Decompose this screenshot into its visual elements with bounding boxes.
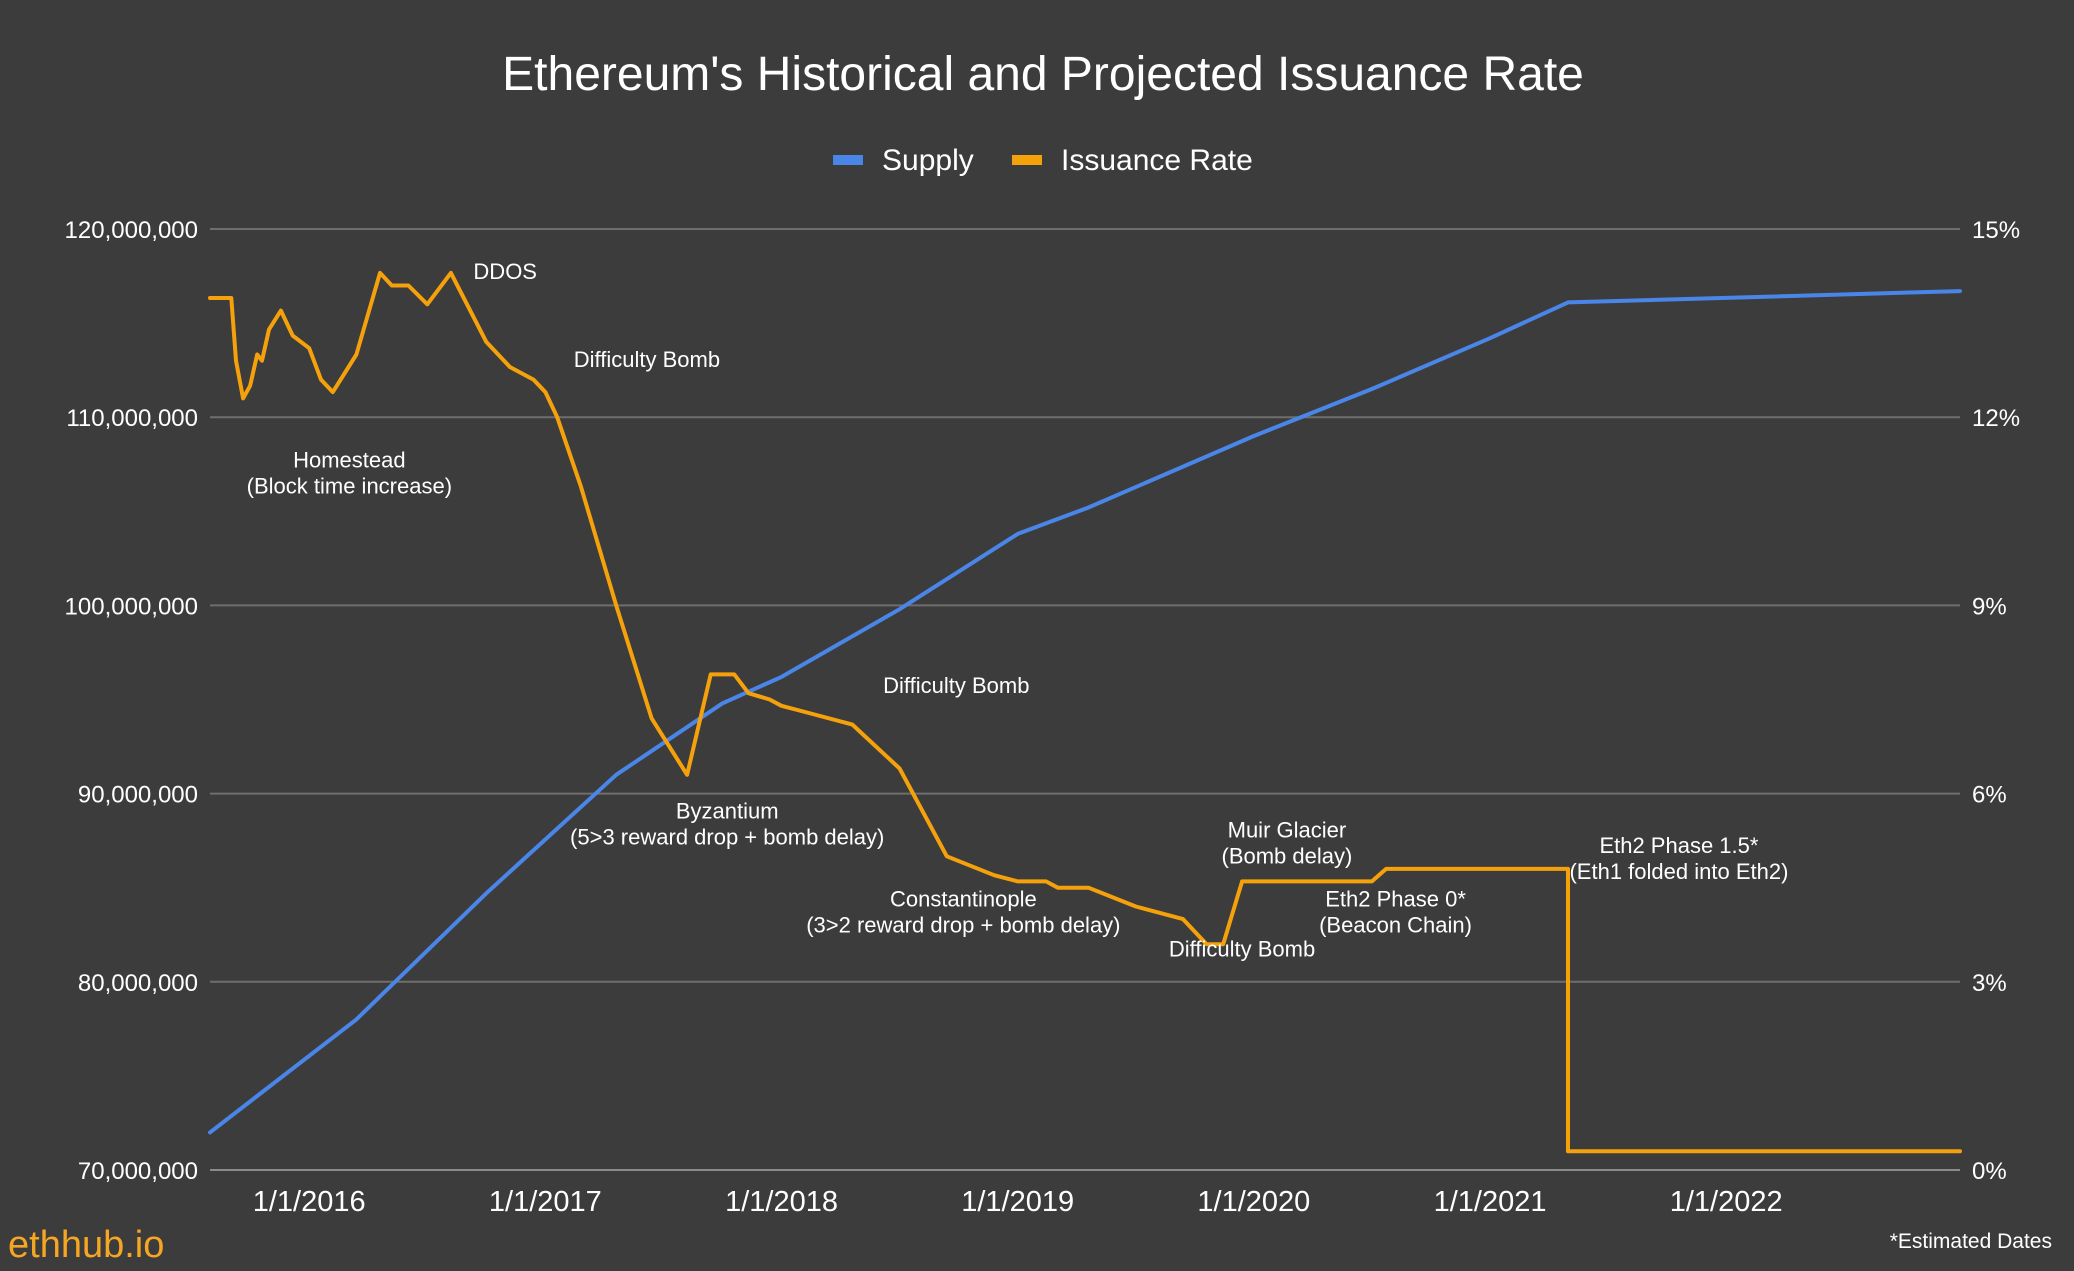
annotation-label: Difficulty Bomb	[574, 347, 720, 372]
y-right-tick-label: 3%	[1972, 970, 2007, 997]
annotation-line: Difficulty Bomb	[883, 673, 1029, 698]
series-line-issuance-rate	[208, 270, 1962, 1154]
y-right-tick-label: 6%	[1972, 782, 2007, 809]
annotation-label: Eth2 Phase 1.5* (Eth1 folded into Eth2)	[1569, 833, 1788, 884]
y-left-tick-label: 100,000,000	[65, 593, 198, 620]
annotation-line: (5>3 reward drop + bomb delay)	[570, 825, 884, 850]
annotation-label: Eth2 Phase 0* (Beacon Chain)	[1319, 887, 1472, 938]
annotation-line: Eth2 Phase 0*	[1325, 887, 1466, 912]
x-axis-ticks: 1/1/2016 1/1/2017 1/1/2018 1/1/2019 1/1/2020…	[210, 1169, 1960, 1218]
x-tick-label: 1/1/2016	[253, 1186, 366, 1218]
brand-watermark: ethhub.io	[8, 1224, 164, 1266]
y-right-tick-label: 0%	[1972, 1158, 2007, 1185]
y-left-tick-label: 70,000,000	[78, 1158, 198, 1185]
legend-swatch-issuance-rate	[1012, 155, 1042, 165]
legend: Supply Issuance Rate	[833, 144, 1253, 177]
x-tick-label: 1/1/2017	[489, 1186, 602, 1218]
annotation-line: Difficulty Bomb	[1169, 937, 1315, 962]
x-tick-label: 1/1/2021	[1434, 1186, 1547, 1218]
annotation-line: (Beacon Chain)	[1319, 913, 1472, 938]
y-right-tick-label: 15%	[1972, 217, 2020, 244]
annotation-line: Byzantium	[676, 799, 779, 824]
annotation-label: DDOS	[473, 259, 537, 284]
y-left-tick-label: 90,000,000	[78, 782, 198, 809]
annotation-line: (3>2 reward drop + bomb delay)	[806, 913, 1120, 938]
gridlines	[210, 228, 1960, 1171]
annotation-label: Constantinople (3>2 reward drop + bomb de…	[806, 887, 1120, 938]
annotation-line: Muir Glacier	[1228, 818, 1347, 843]
annotation-label: Homestead (Block time increase)	[247, 447, 452, 498]
annotation-label: Byzantium (5>3 reward drop + bomb delay)	[570, 799, 884, 850]
x-tick-label: 1/1/2018	[725, 1186, 838, 1218]
y-left-tick-label: 80,000,000	[78, 970, 198, 997]
y-right-tick-label: 12%	[1972, 405, 2020, 432]
annotation-line: Constantinople	[890, 887, 1037, 912]
annotation-line: DDOS	[473, 259, 537, 284]
annotation-label: Muir Glacier (Bomb delay)	[1222, 818, 1353, 869]
y-right-tick-label: 9%	[1972, 593, 2007, 620]
legend-swatch-supply	[833, 155, 863, 165]
left-axis-ticks: 70,000,000 80,000,000 90,000,000 100,000,00…	[65, 217, 198, 1185]
annotation-line: Homestead	[293, 447, 406, 472]
right-axis-ticks: 0% 3% 6% 9% 12% 15%	[1972, 217, 2020, 1185]
annotation-label: Difficulty Bomb	[883, 673, 1029, 698]
annotation-line: (Bomb delay)	[1222, 844, 1353, 869]
annotation-line: Difficulty Bomb	[574, 347, 720, 372]
legend-label-supply: Supply	[882, 144, 974, 177]
x-tick-label: 1/1/2020	[1197, 1186, 1310, 1218]
chart-title: Ethereum's Historical and Projected Issu…	[502, 48, 1584, 101]
x-tick-label: 1/1/2022	[1670, 1186, 1783, 1218]
annotation-label: Difficulty Bomb	[1169, 937, 1315, 962]
legend-label-issuance-rate: Issuance Rate	[1061, 144, 1253, 177]
estimated-dates-note: *Estimated Dates	[1890, 1230, 2052, 1253]
series-lines	[208, 270, 1962, 1154]
x-tick-label: 1/1/2019	[961, 1186, 1074, 1218]
annotation-line: (Block time increase)	[247, 473, 452, 498]
annotation-line: (Eth1 folded into Eth2)	[1569, 859, 1788, 884]
series-line-supply	[208, 289, 1962, 1135]
annotations: DDOS Difficulty Bomb Homestead (Block time …	[247, 259, 1789, 962]
y-left-tick-label: 120,000,000	[65, 217, 198, 244]
annotation-line: Eth2 Phase 1.5*	[1599, 833, 1758, 858]
y-left-tick-label: 110,000,000	[66, 405, 198, 432]
